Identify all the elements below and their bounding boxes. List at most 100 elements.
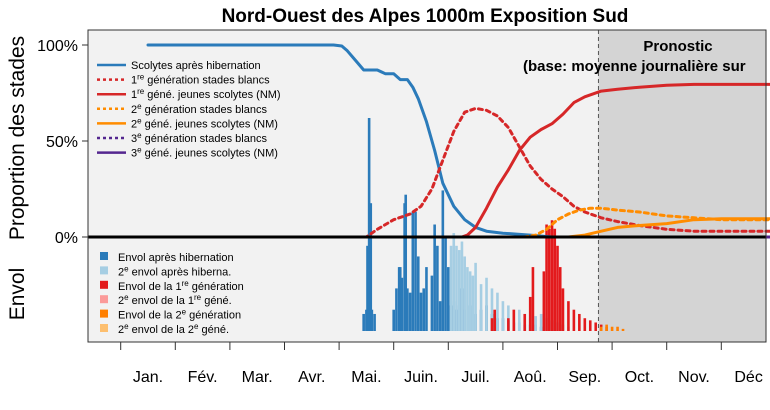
flight-bar-0-26 [441,190,445,331]
forecast-label-line1: Pronostic [643,38,712,55]
flight-bar-0-3 [367,118,371,331]
flight-bar-0-10 [398,267,402,331]
flight-bar-1-20 [534,316,537,331]
flight-bar-0-15 [408,292,412,331]
legend-flight-label-2: Envol de la 1re génération [118,279,244,293]
x-tick-label-3: Avr. [298,369,325,386]
flight-bar-2-15 [567,301,570,331]
flight-bar-0-0 [362,313,365,331]
flight-bar-0-18 [416,256,420,331]
x-tick-label-2: Mar. [242,369,273,386]
x-tick-label-4: Mai. [351,369,381,386]
legend-flight-swatch-4 [100,309,108,318]
flight-bar-2-0 [490,318,494,331]
flight-bar-1-14 [501,301,505,331]
flight-bar-1-4 [460,241,464,331]
flight-bar-0-17 [414,211,417,331]
legend-flight-label-5: 2e envol de la 2e géné. [118,322,229,336]
y-tick-label-1: 50% [46,134,78,151]
forecast-label-line2: (base: moyenne journalière sur [523,58,746,75]
legend-flight-label-1: 2e envol après hiberna. [118,264,231,278]
x-tick-label-1: Fév. [188,369,218,386]
flight-bar-1-10 [479,284,483,331]
y-axis-label-bottom: Envol [6,268,29,321]
flight-bar-1-5 [463,256,466,331]
flight-bar-1-6 [466,267,469,331]
legend-line-label-2: 1re géné. jeunes scolytes (NM) [131,87,281,101]
x-tick-label-8: Sep. [568,369,601,386]
plot-frame [87,29,767,343]
x-tick-label-6: Juil. [461,369,489,386]
flight-bar-1-17 [517,309,521,331]
x-tick-label-10: Nov. [678,369,710,386]
flight-bar-2-10 [550,220,554,331]
flight-bar-0-19 [419,292,423,331]
flight-bar-1-8 [471,275,475,331]
flight-bar-1-7 [468,271,472,331]
flight-bar-2-5 [528,296,532,331]
legend-flight-swatch-2 [100,280,108,289]
legend-flight-swatch-3 [100,295,108,304]
flight-bar-2-2 [507,318,510,331]
flight-bar-2-6 [531,267,535,331]
legend-flight-swatch-5 [100,324,108,332]
flight-bar-2-7 [542,271,546,331]
flight-bar-2-13 [558,267,562,331]
flight-bar-0-6 [373,313,376,331]
flight-bar-2-20 [594,322,598,331]
legend-flight-label-4: Envol de la 2e génération [118,308,241,322]
flight-bar-2-1 [493,309,497,331]
x-tick-label-7: Aoû. [514,369,547,386]
flight-bar-2-17 [578,313,581,331]
legend-line-label-0: Scolytes après hibernation [131,60,261,72]
flight-bar-0-28 [447,267,450,331]
flight-bar-2-19 [588,320,592,331]
flight-bar-2-16 [572,309,576,331]
flight-bar-1-13 [496,292,499,331]
flight-bar-0-16 [411,211,415,331]
flight-bar-0-21 [425,267,428,331]
flight-bar-0-20 [422,288,426,331]
series-line-1 [146,106,770,239]
flight-bar-3-4 [621,328,625,331]
legend-line-label-4: 2e géné. jeunes scolytes (NM) [131,116,278,130]
flight-bar-2-12 [556,245,559,331]
y-tick-label-0: 100% [37,38,78,55]
x-tick-label-5: Juin. [404,369,438,386]
flight-bar-0-8 [395,288,398,331]
flight-bar-0-27 [444,237,447,331]
flight-bar-0-13 [404,194,408,331]
series-line-2 [146,82,770,239]
legend-flight-swatch-0 [100,252,108,260]
flight-bar-2-3 [512,309,516,331]
flight-bar-0-5 [370,309,374,331]
forecast-region [598,30,766,342]
flight-bar-2-8 [545,224,548,331]
flight-bar-2-4 [523,313,527,331]
x-tick-label-0: Jan. [133,369,163,386]
y-tick-label-2: 0% [55,230,78,247]
y-axis: 100% 50% 0% [37,38,88,247]
flight-bar-2-18 [583,318,587,331]
flight-bar-3-3 [616,326,619,331]
legend-line-label-1: 1re génération stades blancs [131,73,270,87]
flight-bar-0-25 [438,301,442,331]
flight-bar-2-9 [548,228,551,331]
legend-line-label-3: 2e génération stades blancs [131,102,267,116]
flight-bars [362,118,625,331]
x-axis: Jan. Fév. Mar. Avr. Mai. Juin. Juil. Aoû. Sep. Oc… [120,342,763,386]
x-tick-label-11: Déc [734,369,762,386]
flight-bar-0-23 [433,224,436,331]
flight-bar-2-14 [561,288,565,331]
flight-bar-1-21 [539,313,543,331]
chart-title: Nord-Ouest des Alpes 1000m Exposition Su… [222,6,629,27]
flight-bar-3-0 [599,326,603,331]
flight-bar-3-1 [605,324,608,331]
legend-line-label-6: 3e géné. jeunes scolytes (NM) [131,146,278,160]
flight-bar-1-11 [485,277,488,331]
legend-flight-swatch-1 [100,266,108,275]
